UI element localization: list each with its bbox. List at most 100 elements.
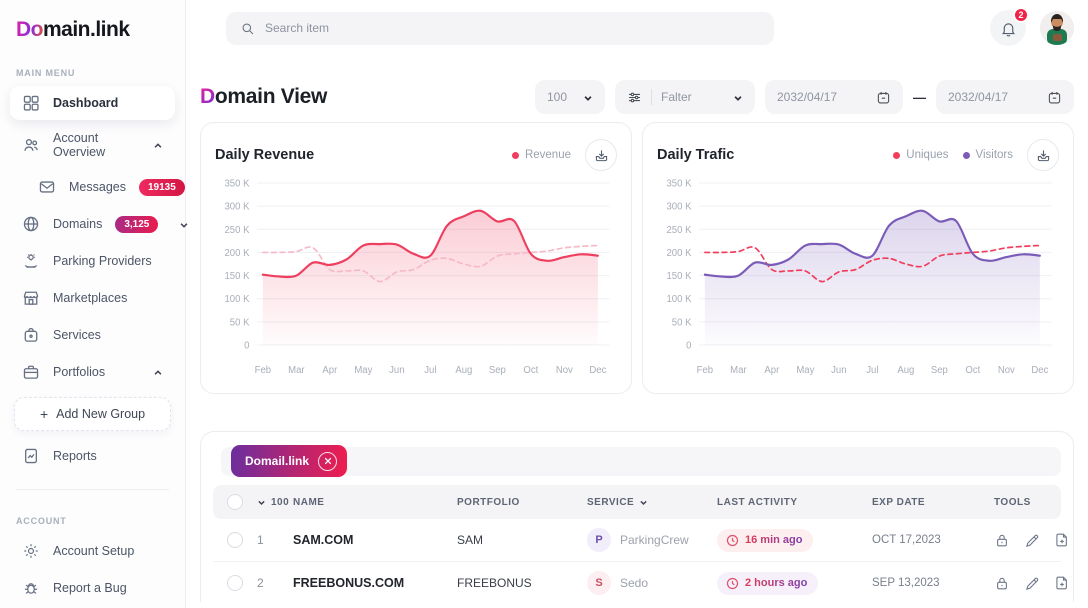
sidebar-item-label: Domains xyxy=(53,217,103,231)
clock-icon xyxy=(726,534,739,546)
chevron-down-icon xyxy=(258,500,265,505)
svg-text:300 K: 300 K xyxy=(666,201,691,212)
add-new-group-button[interactable]: + Add New Group xyxy=(14,397,171,431)
search-box[interactable] xyxy=(226,11,774,45)
users-icon xyxy=(22,136,40,154)
svg-text:May: May xyxy=(354,365,372,376)
date-from-picker[interactable]: 2032/04/17 xyxy=(765,80,903,114)
briefcase-icon xyxy=(22,363,40,381)
svg-text:Jun: Jun xyxy=(389,365,404,376)
bug-icon xyxy=(22,579,40,597)
svg-text:150 K: 150 K xyxy=(224,271,249,282)
column-header-service[interactable]: SERVICE xyxy=(587,497,717,508)
gear-icon xyxy=(22,542,40,560)
rows-count-dropdown[interactable]: 100 xyxy=(257,497,293,508)
domain-name[interactable]: SAM.COM xyxy=(293,533,354,547)
globe-icon xyxy=(22,215,40,233)
domain-name[interactable]: FREEBONUS.COM xyxy=(293,576,405,590)
date-from-value: 2032/04/17 xyxy=(777,90,838,104)
column-header-portfolio[interactable]: PORTFOLIO xyxy=(457,496,520,508)
sidebar-item-account-overview[interactable]: Account Overview xyxy=(10,123,175,167)
svg-text:Oct: Oct xyxy=(965,365,980,376)
sidebar-item-portfolios[interactable]: Portfolios xyxy=(10,355,175,389)
sidebar-item-reports[interactable]: Reports xyxy=(10,439,175,473)
sidebar-item-label: Portfolios xyxy=(53,365,106,379)
pencil-icon xyxy=(1026,577,1039,591)
daily-revenue-card: Daily Revenue Revenue 350 K 300 K 250 K 200… xyxy=(200,122,632,394)
filter-dropdown[interactable]: Falter xyxy=(615,80,755,114)
column-header-last-activity[interactable]: LAST ACTIVITY xyxy=(717,496,798,508)
svg-text:100 K: 100 K xyxy=(666,294,691,305)
sidebar-item-label: Parking Providers xyxy=(53,254,152,268)
svg-text:Oct: Oct xyxy=(523,365,538,376)
svg-text:300 K: 300 K xyxy=(224,201,249,212)
column-header-name[interactable]: NAME xyxy=(293,496,325,508)
chart-title: Daily Revenue xyxy=(215,147,315,163)
column-header-exp-date[interactable]: EXP DATE xyxy=(872,496,926,508)
chevron-up-icon xyxy=(153,140,163,150)
svg-text:Dec: Dec xyxy=(1031,365,1048,376)
page-header: Domain View 100 Falter 2032/04/17 — xyxy=(200,80,1074,114)
tag-strip-background xyxy=(221,447,1061,476)
page-size-dropdown[interactable]: 100 xyxy=(535,80,605,114)
select-all-checkbox[interactable] xyxy=(227,494,243,510)
sidebar-item-report-a-bug[interactable]: Report a Bug xyxy=(10,571,175,605)
sidebar-item-services[interactable]: Services xyxy=(10,318,175,352)
svg-text:50 K: 50 K xyxy=(672,317,692,328)
download-chart-button[interactable] xyxy=(585,139,617,171)
svg-text:100 K: 100 K xyxy=(224,294,249,305)
date-to-picker[interactable]: 2032/04/17 xyxy=(936,80,1074,114)
legend-dot xyxy=(893,151,901,159)
edit-tool-button[interactable] xyxy=(1024,532,1040,548)
svg-text:350 K: 350 K xyxy=(224,178,249,189)
file-add-tool-button[interactable] xyxy=(1054,532,1070,548)
row-checkbox[interactable] xyxy=(227,575,243,591)
chevron-down-icon xyxy=(179,219,189,229)
download-chart-button[interactable] xyxy=(1027,139,1059,171)
search-icon xyxy=(242,23,254,34)
last-activity-cell: 16 min ago xyxy=(717,528,872,552)
lock-tool-button[interactable] xyxy=(994,575,1010,591)
main-content: 2 Domain View 100 xyxy=(186,0,1088,608)
file-add-tool-button[interactable] xyxy=(1054,575,1070,591)
sidebar-item-dashboard[interactable]: Dashboard xyxy=(10,86,175,120)
messages-count-badge: 19135 xyxy=(138,178,185,196)
svg-text:Jul: Jul xyxy=(866,365,878,376)
user-avatar[interactable] xyxy=(1040,11,1074,45)
calendar-icon xyxy=(1048,91,1061,103)
svg-text:Sep: Sep xyxy=(931,365,949,376)
row-checkbox[interactable] xyxy=(227,532,243,548)
search-input[interactable] xyxy=(265,21,760,35)
tag-label: Domail.link xyxy=(245,454,310,468)
portfolio-name: SAM xyxy=(457,533,484,547)
svg-text:250 K: 250 K xyxy=(224,225,249,236)
download-icon xyxy=(595,149,607,161)
svg-text:Feb: Feb xyxy=(697,365,714,376)
sidebar-item-account-setup[interactable]: Account Setup xyxy=(10,534,175,568)
sidebar-item-domains[interactable]: Domains 3,125 xyxy=(10,207,188,241)
sidebar-item-messages[interactable]: Messages 19135 xyxy=(26,170,185,204)
file-plus-icon xyxy=(1056,576,1067,590)
table-row: 2 FREEBONUS.COM FREEBONUS S Sedo 2 hours… xyxy=(213,562,1067,602)
svg-text:Feb: Feb xyxy=(255,365,272,376)
avatar-illustration xyxy=(1040,11,1074,45)
remove-tag-button[interactable] xyxy=(318,451,338,471)
sidebar-item-marketplaces[interactable]: Marketplaces xyxy=(10,281,175,315)
brand-logo[interactable]: Domain.link xyxy=(16,18,130,41)
domains-table-card: Domail.link 100 NAME PORTFOLIO SERVICE L… xyxy=(200,431,1074,602)
legend-dot xyxy=(511,151,519,159)
report-doc-icon xyxy=(22,447,40,465)
topbar: 2 xyxy=(200,0,1074,56)
plus-icon: + xyxy=(39,406,49,422)
tools-cell xyxy=(994,532,1073,548)
sidebar-item-label: Account Setup xyxy=(53,544,135,558)
sidebar-item-label: Reports xyxy=(53,449,97,463)
active-filter-tag[interactable]: Domail.link xyxy=(231,445,348,477)
lock-tool-button[interactable] xyxy=(994,532,1010,548)
dashboard-grid-icon xyxy=(22,94,40,112)
service-cell: S Sedo xyxy=(587,571,717,595)
column-header-tools: TOOLS xyxy=(994,496,1031,508)
sidebar-item-parking-providers[interactable]: Parking Providers xyxy=(10,244,175,278)
edit-tool-button[interactable] xyxy=(1024,575,1040,591)
chevron-down-icon xyxy=(733,92,743,102)
